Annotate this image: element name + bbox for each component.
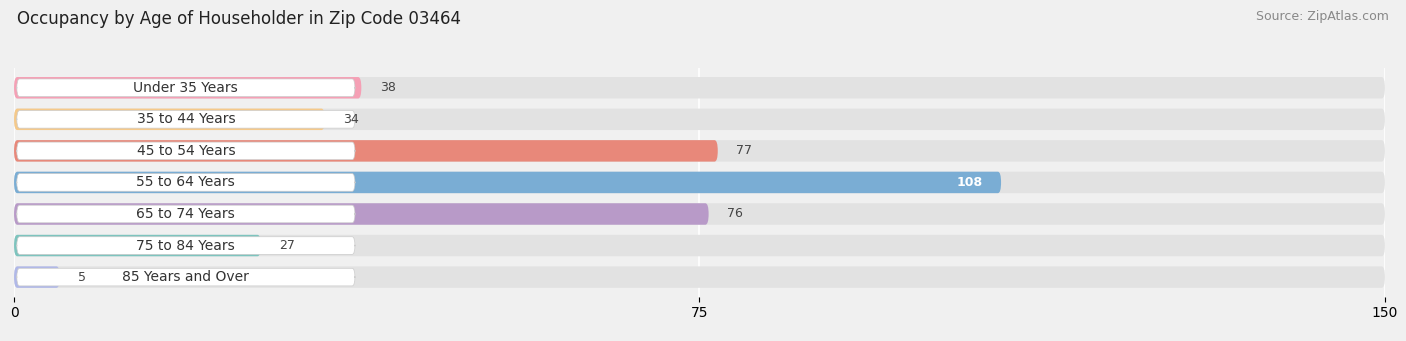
Text: 38: 38	[380, 81, 395, 94]
Text: 75 to 84 Years: 75 to 84 Years	[136, 239, 235, 253]
Text: 65 to 74 Years: 65 to 74 Years	[136, 207, 235, 221]
FancyBboxPatch shape	[14, 235, 1385, 256]
Text: 35 to 44 Years: 35 to 44 Years	[136, 112, 235, 126]
FancyBboxPatch shape	[14, 108, 1385, 130]
Text: Under 35 Years: Under 35 Years	[134, 81, 238, 95]
Text: Source: ZipAtlas.com: Source: ZipAtlas.com	[1256, 10, 1389, 23]
FancyBboxPatch shape	[14, 172, 1385, 193]
FancyBboxPatch shape	[14, 266, 60, 288]
FancyBboxPatch shape	[14, 235, 262, 256]
FancyBboxPatch shape	[14, 77, 361, 99]
Text: 55 to 64 Years: 55 to 64 Years	[136, 175, 235, 190]
Text: Occupancy by Age of Householder in Zip Code 03464: Occupancy by Age of Householder in Zip C…	[17, 10, 461, 28]
FancyBboxPatch shape	[14, 266, 1385, 288]
FancyBboxPatch shape	[17, 142, 354, 160]
FancyBboxPatch shape	[17, 268, 354, 286]
FancyBboxPatch shape	[17, 79, 354, 97]
FancyBboxPatch shape	[17, 174, 354, 191]
FancyBboxPatch shape	[14, 140, 718, 162]
FancyBboxPatch shape	[17, 205, 354, 223]
FancyBboxPatch shape	[17, 237, 354, 254]
FancyBboxPatch shape	[17, 110, 354, 128]
FancyBboxPatch shape	[14, 172, 1001, 193]
Text: 34: 34	[343, 113, 359, 126]
FancyBboxPatch shape	[14, 108, 325, 130]
Text: 77: 77	[737, 144, 752, 158]
FancyBboxPatch shape	[14, 203, 709, 225]
FancyBboxPatch shape	[14, 77, 1385, 99]
Text: 5: 5	[79, 271, 86, 284]
Text: 85 Years and Over: 85 Years and Over	[122, 270, 249, 284]
Text: 45 to 54 Years: 45 to 54 Years	[136, 144, 235, 158]
Text: 76: 76	[727, 207, 742, 221]
Text: 27: 27	[278, 239, 295, 252]
Text: 108: 108	[956, 176, 983, 189]
FancyBboxPatch shape	[14, 203, 1385, 225]
FancyBboxPatch shape	[14, 140, 1385, 162]
